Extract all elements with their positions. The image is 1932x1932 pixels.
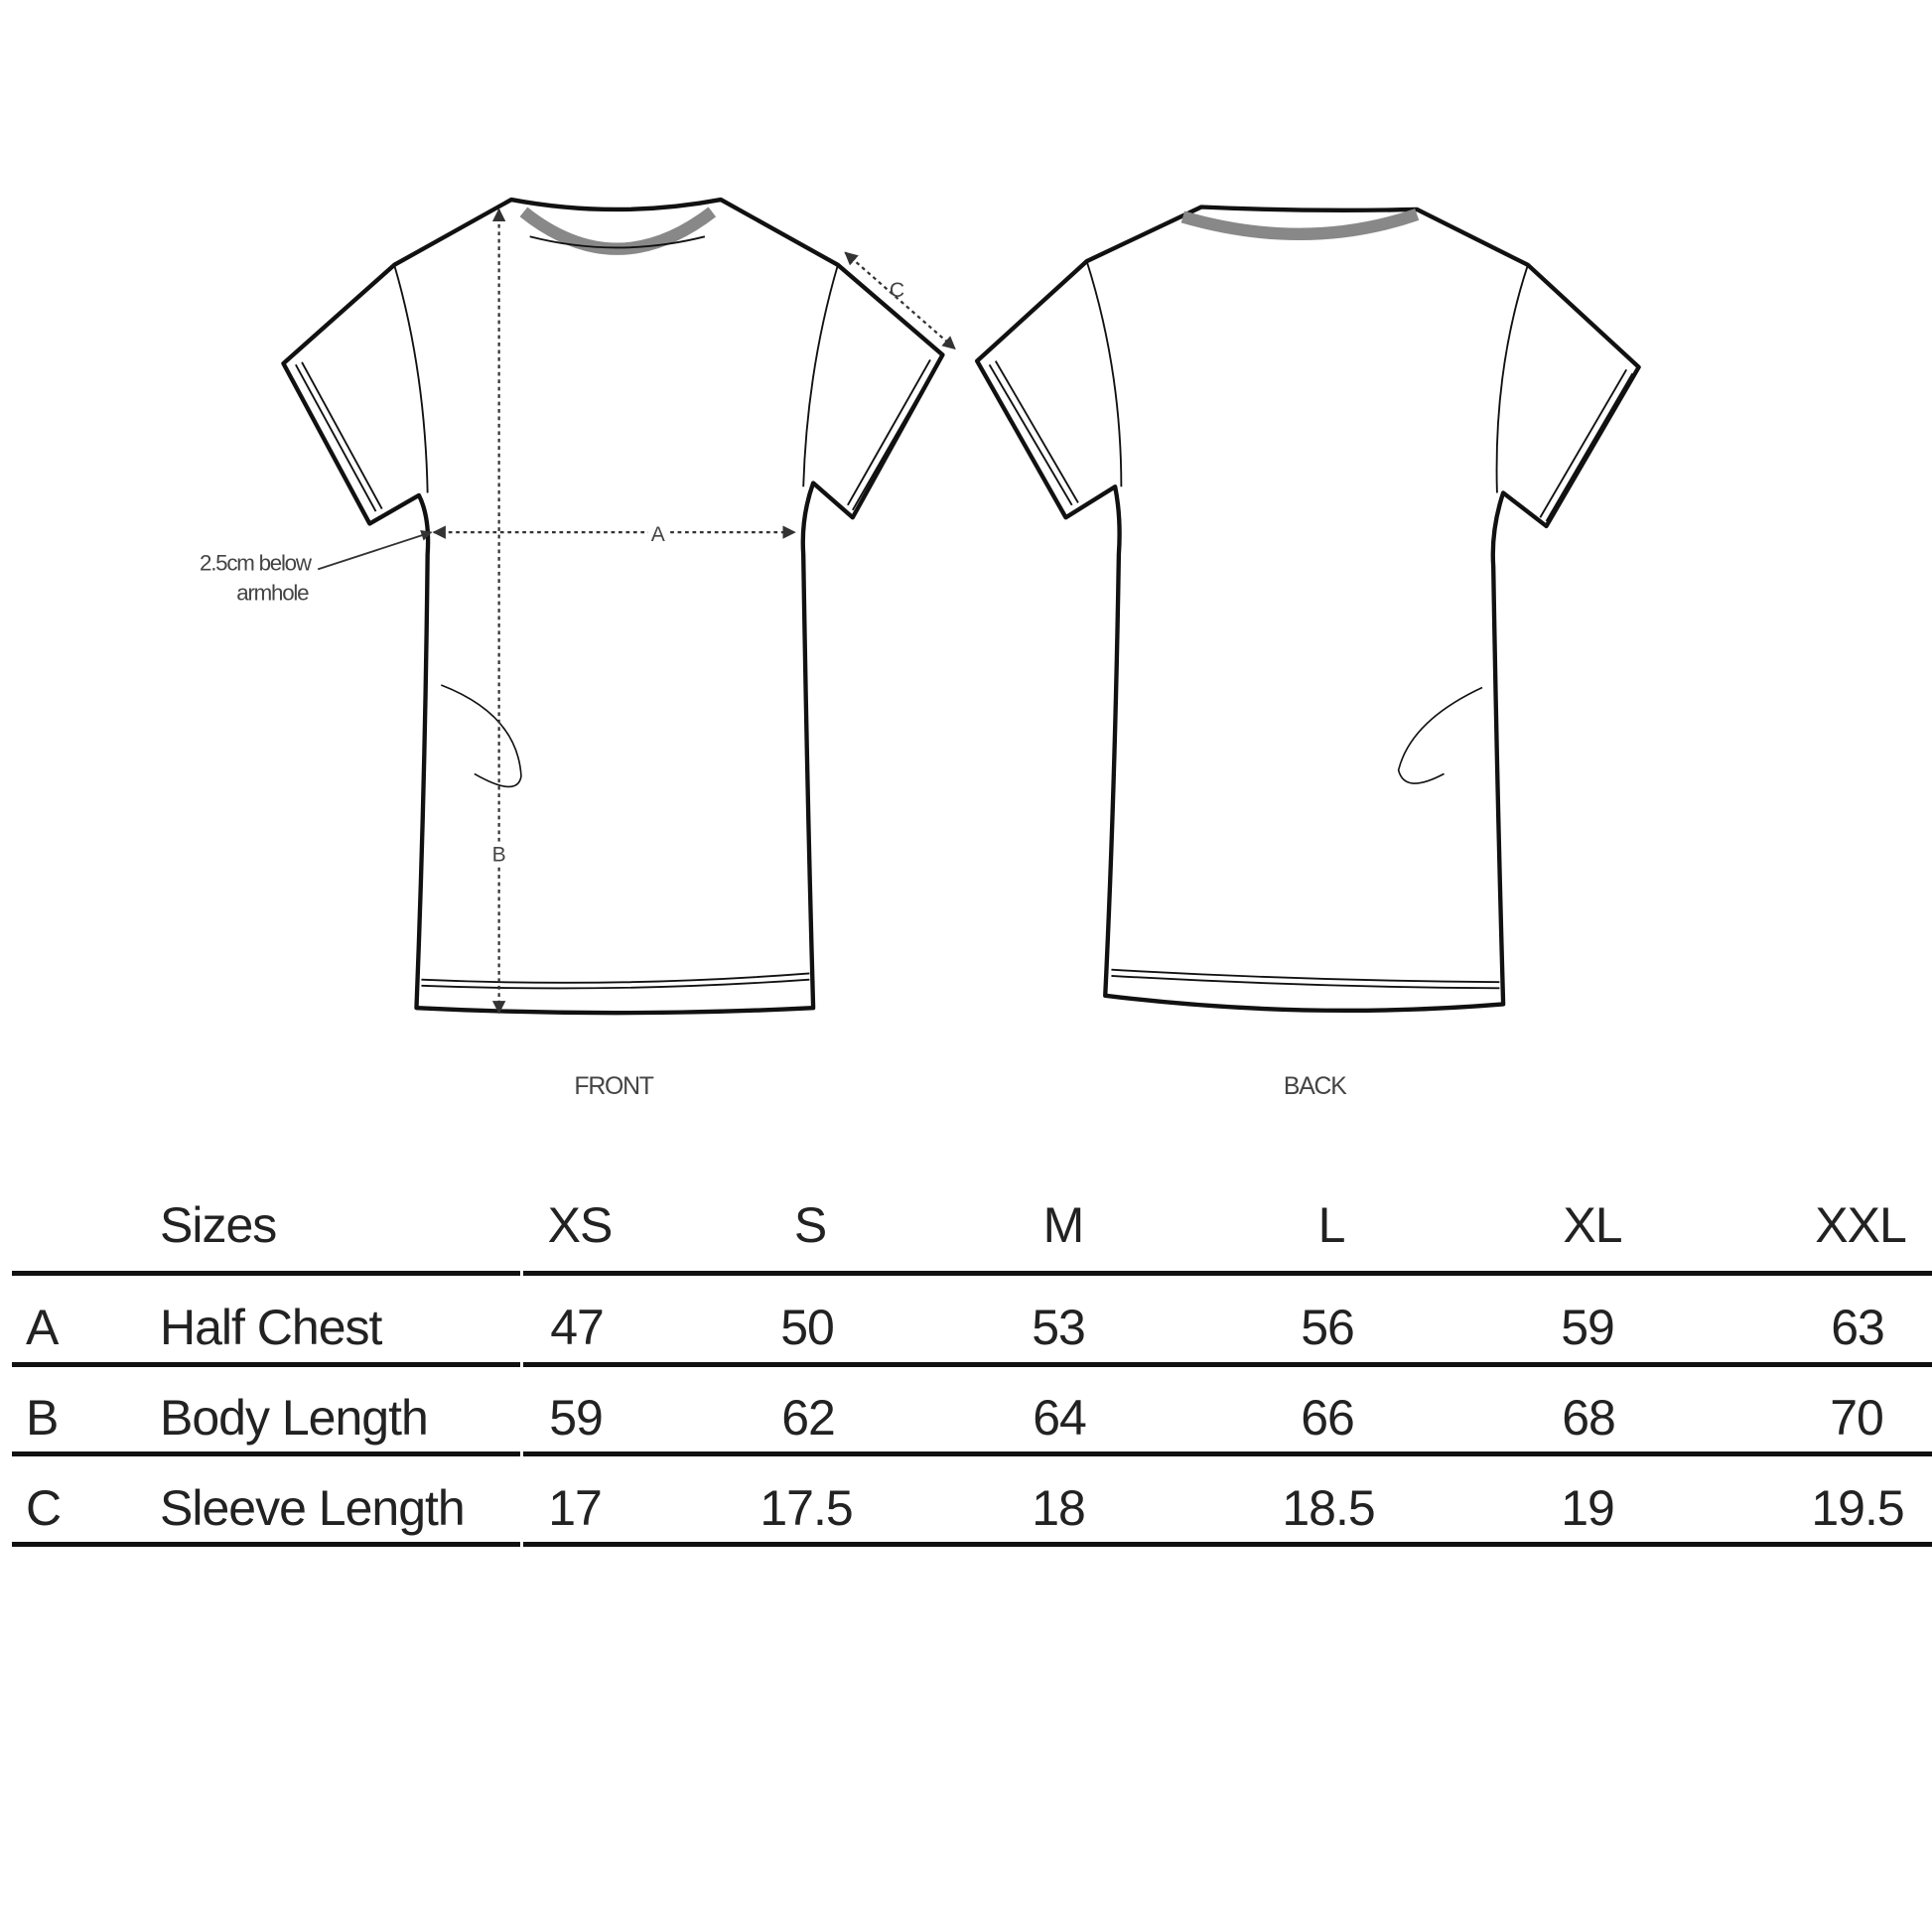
cell-value: 70 [1830, 1390, 1884, 1446]
cell-value: 63 [1831, 1300, 1885, 1355]
table-divider [12, 1542, 520, 1547]
cell-value: 17.5 [759, 1480, 853, 1536]
row-key: C [26, 1480, 62, 1536]
front-tshirt-drawing [281, 197, 945, 1016]
row-label: Body Length [160, 1390, 429, 1446]
cell-value: 17 [548, 1480, 603, 1536]
table-divider [12, 1451, 520, 1456]
row-label: Sleeve Length [160, 1480, 466, 1536]
measure-lines [432, 207, 956, 1015]
cell-value: 68 [1562, 1390, 1616, 1446]
measure-c-line [844, 251, 956, 350]
cell-value: 19 [1561, 1480, 1615, 1536]
table-divider [523, 1542, 1932, 1547]
size-header: M [1042, 1197, 1085, 1253]
cell-value: 53 [1032, 1300, 1086, 1355]
cell-value: 50 [780, 1300, 835, 1355]
cell-value: 18.5 [1282, 1480, 1375, 1536]
cell-value: 19.5 [1811, 1480, 1904, 1536]
row-label: Half Chest [160, 1300, 382, 1355]
row-key: B [26, 1390, 59, 1446]
table-divider [523, 1362, 1932, 1367]
size-header: L [1317, 1197, 1346, 1253]
cell-value: 66 [1301, 1390, 1355, 1446]
cell-value: 59 [549, 1390, 604, 1446]
note-arrow [317, 529, 433, 571]
size-header: XS [547, 1197, 614, 1253]
table-divider [12, 1362, 520, 1367]
cell-value: 18 [1032, 1480, 1086, 1536]
note-line-2: armhole [236, 580, 309, 605]
table-divider [12, 1271, 520, 1276]
note-line-1: 2.5cm below [200, 551, 313, 576]
size-header: XL [1563, 1197, 1622, 1253]
marker-b: B [492, 844, 506, 867]
marker-c: C [890, 279, 904, 302]
size-header: S [793, 1197, 827, 1253]
marker-a: A [651, 523, 666, 546]
cell-value: 47 [550, 1300, 605, 1355]
table-divider [523, 1271, 1932, 1276]
back-label: BACK [1284, 1073, 1347, 1100]
front-label: FRONT [574, 1073, 653, 1100]
cell-value: 64 [1033, 1390, 1087, 1446]
cell-value: 56 [1301, 1300, 1355, 1355]
table-divider [523, 1451, 1932, 1456]
back-tshirt-drawing [974, 205, 1641, 1013]
row-key: A [26, 1300, 59, 1355]
sizes-header-label: Sizes [160, 1197, 277, 1253]
size-header: XXL [1815, 1197, 1907, 1253]
cell-value: 59 [1561, 1300, 1615, 1355]
cell-value: 62 [781, 1390, 836, 1446]
